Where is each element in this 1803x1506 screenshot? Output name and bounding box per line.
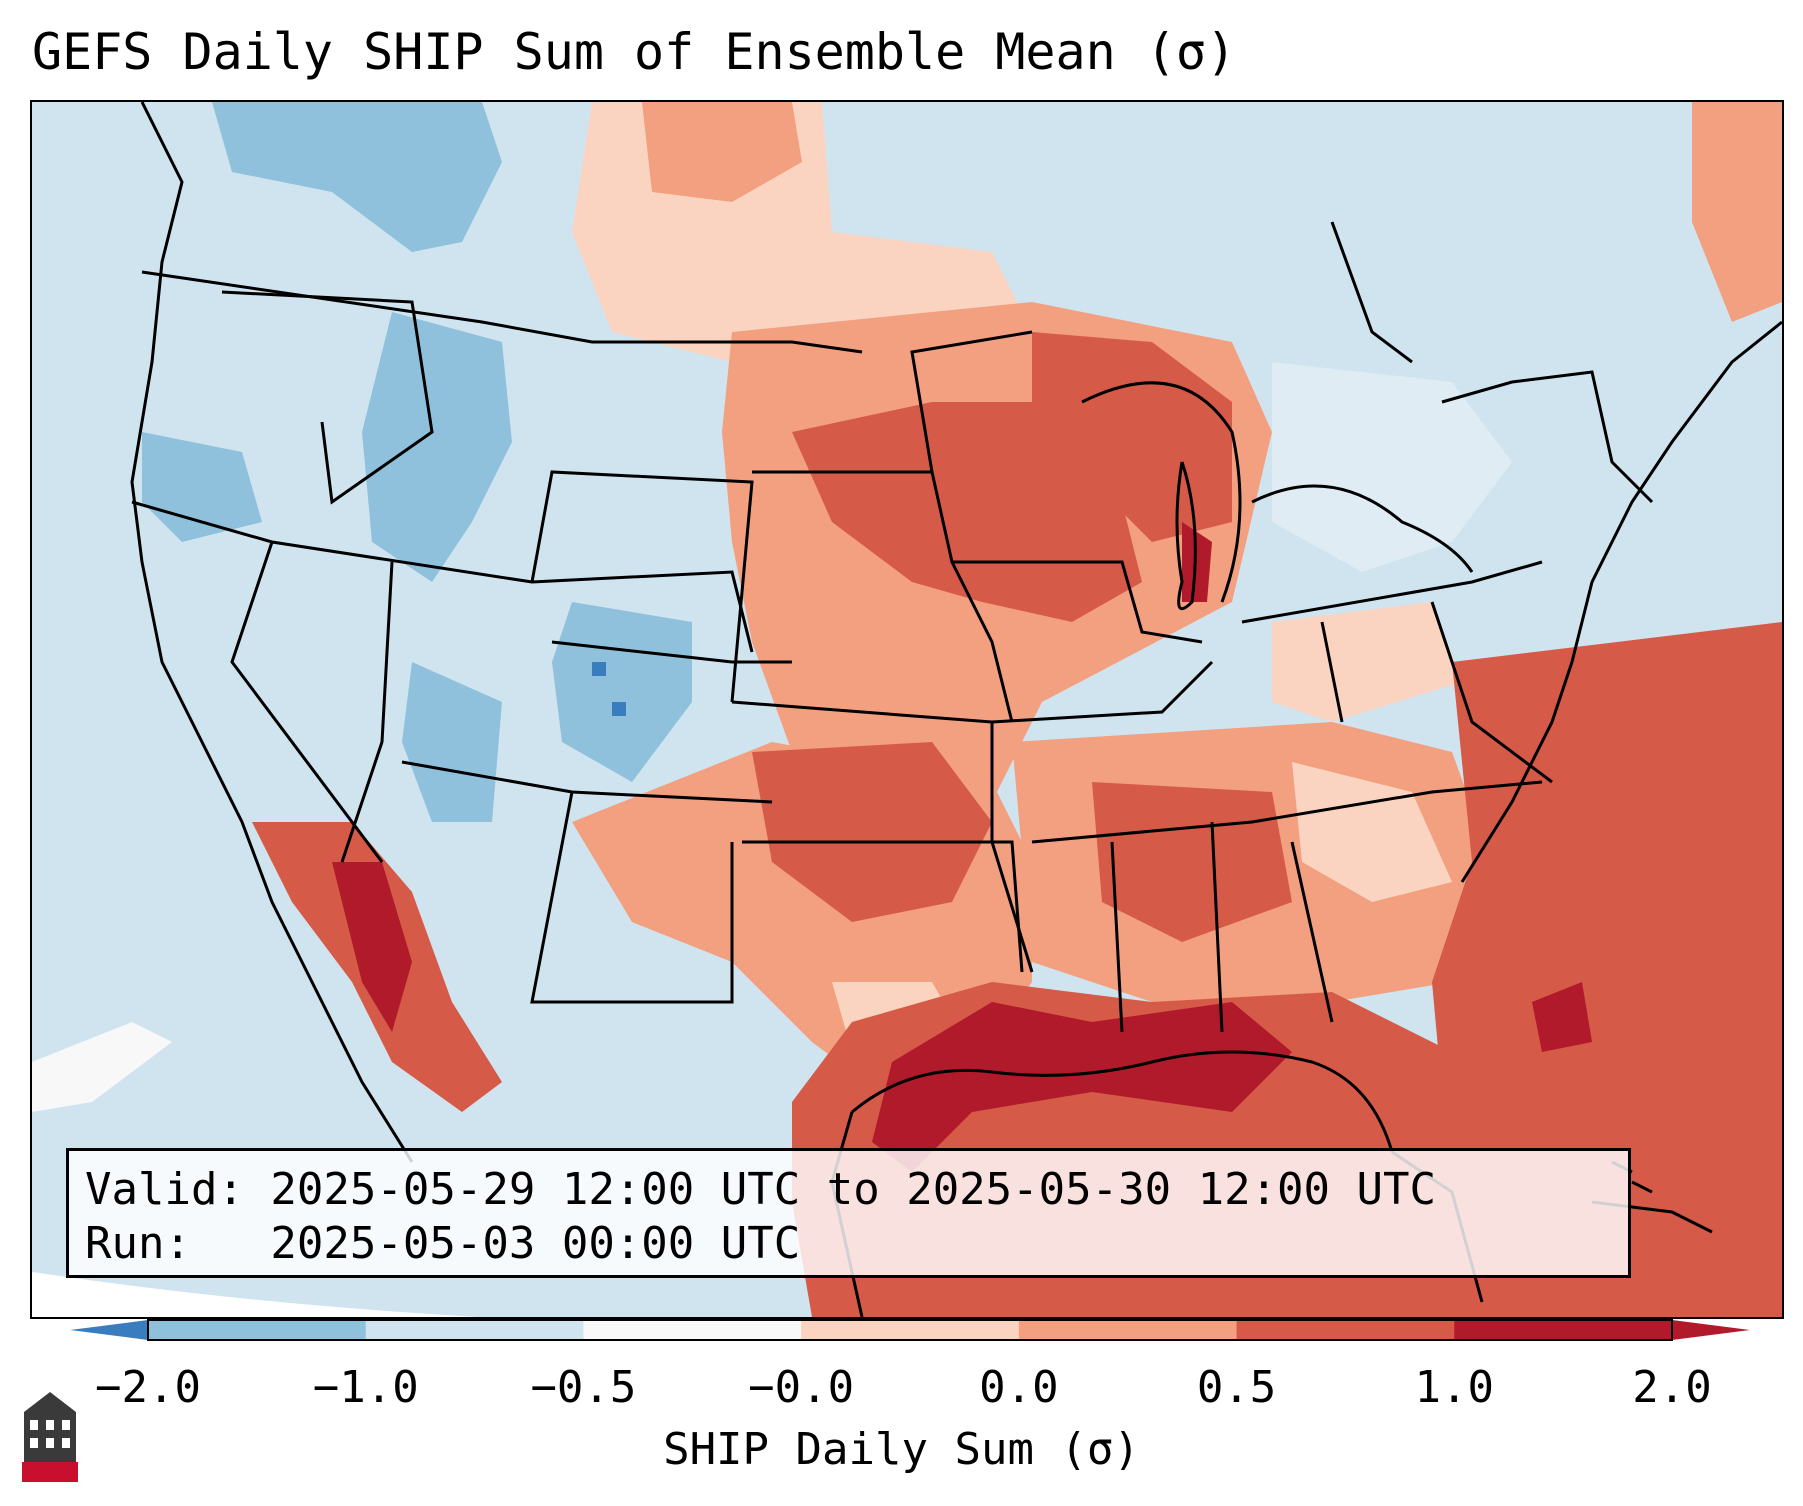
- anomaly-region-gulf-coast: [872, 1002, 1292, 1172]
- colorbar-segment: [365, 1320, 584, 1340]
- anomaly-region-utah-south: [402, 662, 502, 822]
- coastlines-and-borders: [130, 102, 1782, 1317]
- colorbar-tick-label: 1.0: [1414, 1362, 1495, 1413]
- colorbar: [70, 1319, 1750, 1341]
- colorbar-label: SHIP Daily Sum (σ): [663, 1424, 1140, 1475]
- map-title: GEFS Daily SHIP Sum of Ensemble Mean (σ): [32, 23, 1237, 81]
- anomaly-region-nebraska-iowa: [792, 402, 1142, 622]
- anomaly-region-lake-michigan: [1182, 522, 1212, 602]
- anomaly-map: [32, 102, 1782, 1317]
- colorbar-tick-label: 2.0: [1632, 1362, 1712, 1413]
- colorbar-tick-label: 0.0: [979, 1362, 1059, 1413]
- anomaly-region-oklahoma: [752, 742, 992, 922]
- colorbar-segment: [1018, 1320, 1238, 1340]
- anomaly-region-gulf-of-california: [332, 862, 412, 1032]
- colorbar-extend-low: [70, 1320, 148, 1340]
- anomaly-region-pacific-nw: [212, 102, 502, 252]
- anomaly-region-nova-scotia: [1692, 102, 1782, 322]
- anomaly-region-saskatchewan: [642, 102, 802, 202]
- colorbar-tick-label: −1.0: [312, 1362, 419, 1413]
- colorbar-segment: [801, 1320, 1020, 1340]
- colorbar-segment: [1454, 1320, 1673, 1340]
- anomaly-cell-strong-neg: [592, 662, 606, 676]
- anomaly-region-northeast: [1272, 362, 1512, 572]
- valid-run-info-box: Valid: 2025-05-29 12:00 UTC to 2025-05-3…: [66, 1148, 1631, 1278]
- colorbar-tick-label: 0.5: [1196, 1362, 1277, 1413]
- colorbar-outline: [147, 1319, 1673, 1341]
- anomaly-region-ohio-valley: [1272, 602, 1462, 722]
- colorbar-segment: [148, 1320, 367, 1340]
- anomaly-region-wisconsin: [1032, 332, 1232, 542]
- anomaly-region-pacific-white: [32, 1022, 172, 1112]
- map-panel: [30, 100, 1784, 1319]
- anomaly-cell-atlantic: [1532, 982, 1592, 1052]
- valid-time-text: Valid: 2025-05-29 12:00 UTC to 2025-05-3…: [85, 1164, 1437, 1215]
- colorbar-tick-label: −2.0: [95, 1362, 201, 1413]
- colorbar-tick-label: −0.0: [748, 1362, 855, 1413]
- colorbar-segment: [583, 1320, 802, 1340]
- colorbar-extend-high: [1672, 1320, 1750, 1340]
- colorbar-segment: [1236, 1320, 1455, 1340]
- anomaly-region-atlantic: [1432, 622, 1782, 1317]
- colorbar-tick-label: −0.5: [530, 1362, 637, 1413]
- niu-logo-icon: [22, 1392, 78, 1482]
- run-time-text: Run: 2025-05-03 00:00 UTC: [85, 1218, 801, 1269]
- anomaly-region-idaho: [362, 312, 512, 582]
- anomaly-region-carolinas: [1292, 762, 1452, 902]
- anomaly-cell-strong-neg: [612, 702, 626, 716]
